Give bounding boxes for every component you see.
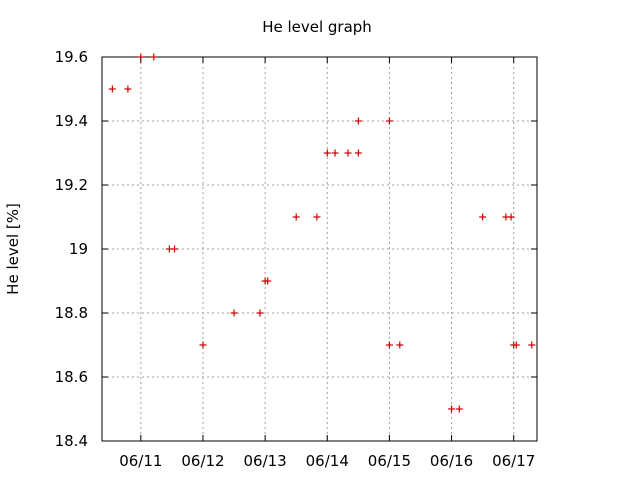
x-tick-labels: 06/11 06/12 06/13 06/14 06/15 06/16 06/17: [119, 452, 535, 470]
data-point-plus: [528, 341, 536, 349]
data-point-plus: [331, 149, 339, 157]
y-tick-label: 18.6: [55, 368, 88, 386]
data-point-plus: [385, 117, 393, 125]
y-tick-labels: 18.4 18.6 18.8 19 19.2 19.4 19.6: [55, 48, 88, 450]
y-tick-label: 19.4: [55, 112, 88, 130]
data-point-plus: [230, 309, 238, 317]
data-point-plus: [396, 341, 404, 349]
x-tick-label: 06/16: [430, 452, 473, 470]
y-tick-label: 19: [69, 240, 88, 258]
data-point-plus: [137, 53, 145, 61]
y-tick-label: 19.6: [55, 48, 88, 66]
data-point-plus: [507, 213, 515, 221]
data-point-plus: [124, 85, 132, 93]
data-point-plus: [448, 405, 456, 413]
grid-lines: [102, 57, 537, 441]
data-point-plus: [256, 309, 264, 317]
data-point-plus: [354, 117, 362, 125]
chart-title: He level graph: [262, 18, 372, 36]
x-tick-label: 06/15: [368, 452, 411, 470]
data-point-plus: [344, 149, 352, 157]
x-tick-label: 06/12: [181, 452, 224, 470]
data-point-plus: [385, 341, 393, 349]
data-point-plus: [199, 341, 207, 349]
data-point-plus: [323, 149, 331, 157]
x-tick-label: 06/13: [244, 452, 287, 470]
data-point-plus: [292, 213, 300, 221]
y-tick-label: 18.8: [55, 304, 88, 322]
y-tick-label: 18.4: [55, 432, 88, 450]
data-point-plus: [264, 277, 272, 285]
data-points: [108, 53, 536, 413]
data-point-plus: [313, 213, 321, 221]
x-tick-label: 06/11: [119, 452, 162, 470]
y-axis-label: He level [%]: [4, 203, 22, 295]
data-point-plus: [512, 341, 520, 349]
y-tick-label: 19.2: [55, 176, 88, 194]
data-point-plus: [479, 213, 487, 221]
data-point-plus: [108, 85, 116, 93]
data-point-plus: [354, 149, 362, 157]
x-tick-label: 06/17: [492, 452, 535, 470]
x-tick-label: 06/14: [306, 452, 349, 470]
data-point-plus: [150, 53, 158, 61]
data-point-plus: [455, 405, 463, 413]
plot-frame: [101, 56, 538, 442]
data-point-plus: [171, 245, 178, 253]
